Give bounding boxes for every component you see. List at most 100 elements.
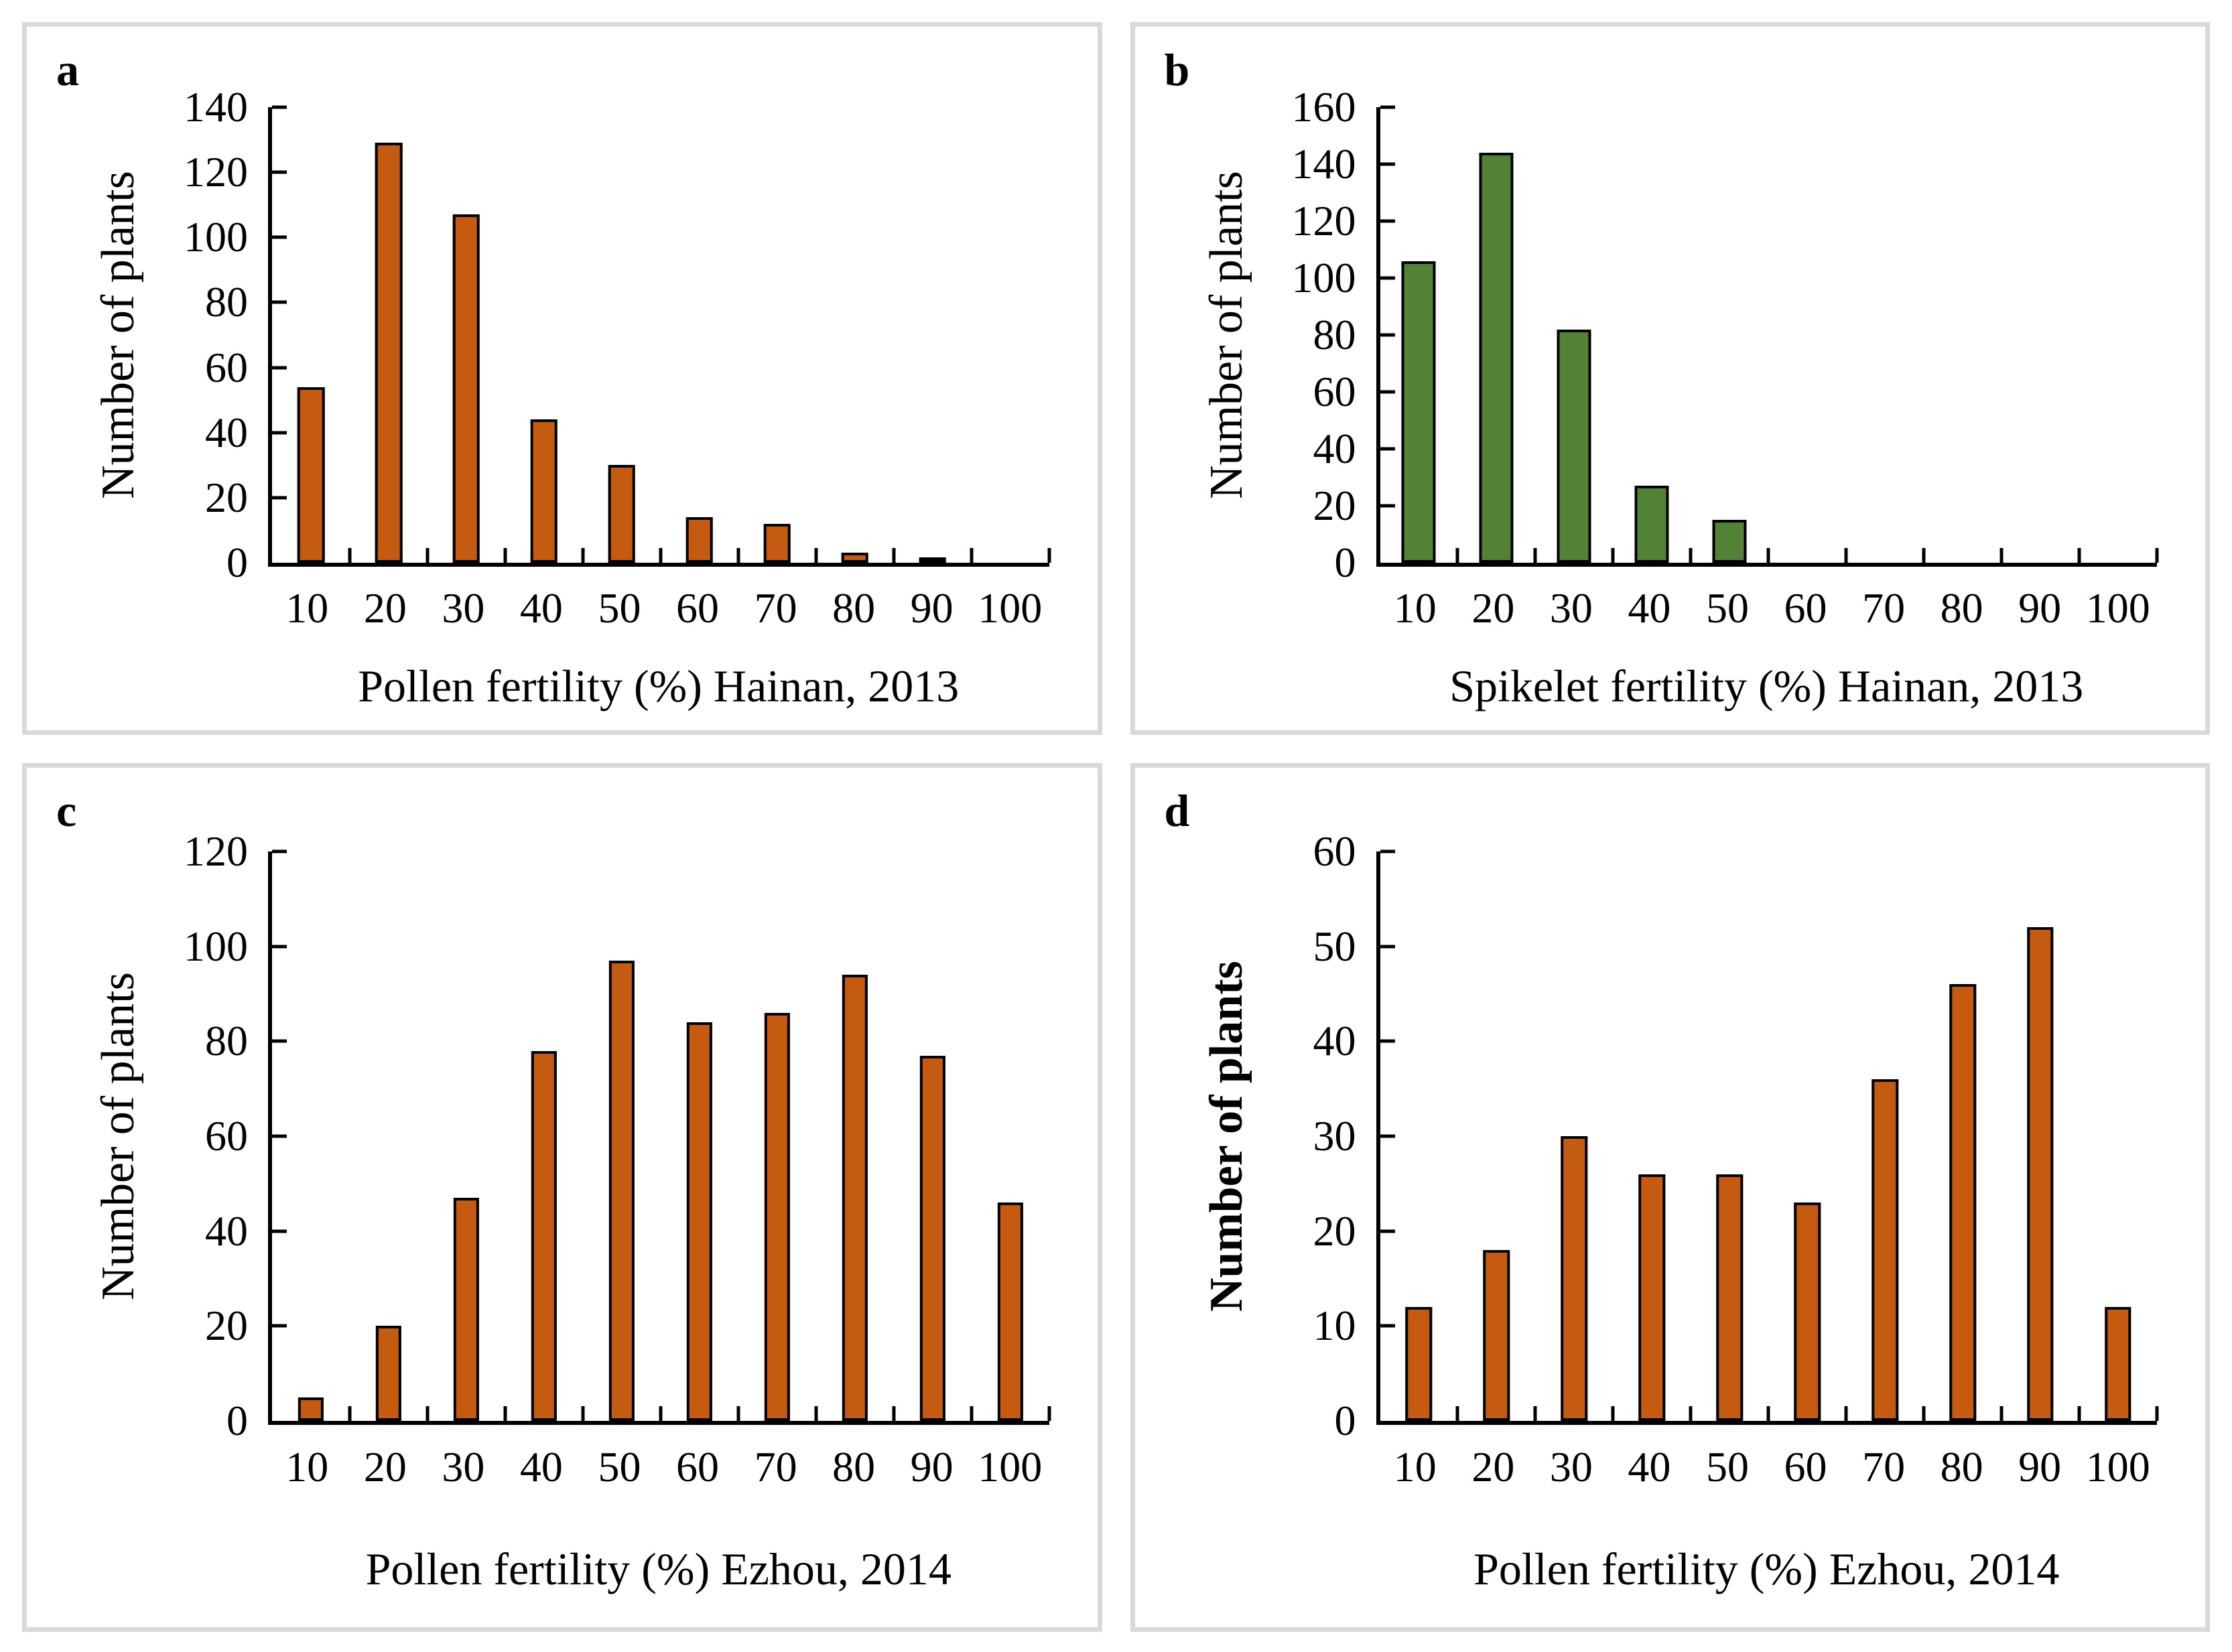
x-tick-mark [736, 1406, 740, 1421]
y-axis-tick-labels: 0 20 40 60 80 100 120 [114, 830, 248, 1442]
y-tick-label: 20 [205, 1302, 248, 1350]
y-tick-mark [1380, 1324, 1395, 1328]
x-tick-label: 50 [1705, 1443, 1749, 1491]
x-tick-label: 30 [442, 1443, 485, 1491]
y-tick-label: 80 [1313, 311, 1356, 358]
x-tick-label: 30 [1549, 584, 1593, 632]
x-tick-mark [1533, 1406, 1537, 1421]
x-tick-label: 70 [754, 1443, 797, 1491]
y-tick-mark [272, 496, 287, 500]
x-tick-label: 20 [1471, 584, 1515, 632]
y-tick-mark [272, 1134, 287, 1138]
y-tick-mark [272, 170, 287, 174]
y-tick-mark [272, 945, 287, 949]
x-tick-label: 80 [1940, 584, 1983, 632]
bar-20 [375, 1326, 402, 1421]
x-tick-mark [970, 1406, 974, 1421]
x-tick-label: 90 [910, 584, 954, 632]
y-tick-label: 120 [1291, 197, 1356, 245]
x-tick-mark [425, 548, 430, 563]
x-tick-label: 60 [1784, 584, 1827, 632]
x-tick-label: 30 [442, 584, 485, 632]
x-tick-label: 80 [1940, 1443, 1983, 1491]
bar-10 [1405, 1307, 1433, 1421]
x-tick-mark [892, 548, 896, 563]
bar-40 [531, 1050, 557, 1421]
bar-10 [1401, 261, 1436, 563]
y-tick-label: 160 [1291, 83, 1356, 131]
x-tick-mark [581, 1406, 585, 1421]
panel-letter: d [1164, 785, 1190, 836]
y-tick-label: 20 [1313, 1207, 1356, 1255]
bar-10 [298, 1397, 324, 1421]
bar-20 [1479, 153, 1514, 563]
bar-90 [919, 557, 946, 563]
y-tick-mark [1380, 945, 1395, 949]
x-tick-mark [348, 548, 352, 563]
y-tick-mark [1380, 1229, 1395, 1233]
panel-letter: c [56, 785, 77, 836]
y-tick-mark [1380, 504, 1395, 508]
bar-20 [375, 143, 403, 563]
bar-70 [1872, 1079, 1898, 1421]
x-tick-label: 100 [978, 584, 1043, 632]
y-tick-label: 100 [184, 213, 248, 261]
y-tick-mark [1380, 849, 1395, 853]
bar-30 [1561, 1136, 1588, 1421]
x-tick-mark [1999, 548, 2004, 563]
y-tick-label: 100 [184, 922, 248, 970]
y-tick-label: 40 [1313, 425, 1356, 472]
y-axis-tick-labels: 0 20 40 60 80 100 120 140 [114, 86, 248, 584]
x-tick-label: 60 [676, 1443, 720, 1491]
y-tick-label: 10 [1313, 1302, 1356, 1350]
x-tick-mark [1844, 1406, 1848, 1421]
y-tick-mark [1380, 162, 1395, 166]
y-tick-mark [272, 235, 287, 239]
x-tick-label: 70 [754, 584, 797, 632]
x-tick-label: 30 [1549, 1443, 1593, 1491]
plot-area [1376, 105, 2159, 567]
x-tick-mark [1766, 548, 1770, 563]
x-tick-label: 90 [2018, 1443, 2062, 1491]
x-tick-mark [1455, 548, 1459, 563]
bar-10 [297, 387, 325, 563]
y-tick-mark [272, 1324, 287, 1328]
bar-60 [685, 517, 714, 563]
x-axis-tick-labels: 10 20 30 40 50 60 70 80 90 100 [1376, 587, 2158, 635]
x-tick-label: 10 [1393, 584, 1437, 632]
y-tick-label: 120 [184, 148, 248, 196]
x-tick-mark [2155, 548, 2159, 563]
y-tick-label: 40 [1313, 1017, 1356, 1065]
y-tick-mark [272, 431, 287, 435]
panel-letter: b [1164, 44, 1190, 95]
x-tick-label: 60 [676, 584, 720, 632]
bar-40 [1634, 486, 1669, 563]
x-axis-title: Pollen fertility (%) Ezhou, 2014 [365, 1543, 951, 1594]
y-tick-label: 60 [205, 343, 248, 391]
bar-50 [1716, 1174, 1743, 1421]
y-tick-label: 80 [205, 1017, 248, 1065]
y-tick-label: 120 [184, 827, 248, 875]
x-tick-label: 50 [598, 584, 641, 632]
bar-80 [841, 553, 868, 563]
bar-100 [997, 1202, 1023, 1421]
x-tick-label: 20 [1471, 1443, 1515, 1491]
panel-c: c Number of plants 0 20 40 60 80 100 120 10 20 3… [22, 763, 1102, 1632]
x-tick-label: 80 [832, 1443, 876, 1491]
bar-90 [919, 1055, 945, 1421]
bar-50 [608, 465, 636, 563]
x-tick-mark [1766, 1406, 1770, 1421]
plot-area [268, 105, 1051, 567]
x-tick-mark [1047, 548, 1051, 563]
y-tick-label: 80 [205, 278, 248, 326]
bar-70 [763, 523, 791, 563]
plot-area [1376, 849, 2159, 1425]
x-tick-mark [1922, 1406, 1926, 1421]
y-tick-label: 100 [1291, 254, 1356, 301]
x-tick-mark [2155, 1406, 2159, 1421]
y-tick-label: 0 [1334, 1397, 1356, 1444]
x-tick-label: 80 [832, 584, 876, 632]
y-tick-label: 140 [1291, 140, 1356, 188]
x-axis-tick-labels: 10 20 30 40 50 60 70 80 90 100 [268, 1446, 1049, 1494]
y-tick-mark [1380, 390, 1395, 394]
